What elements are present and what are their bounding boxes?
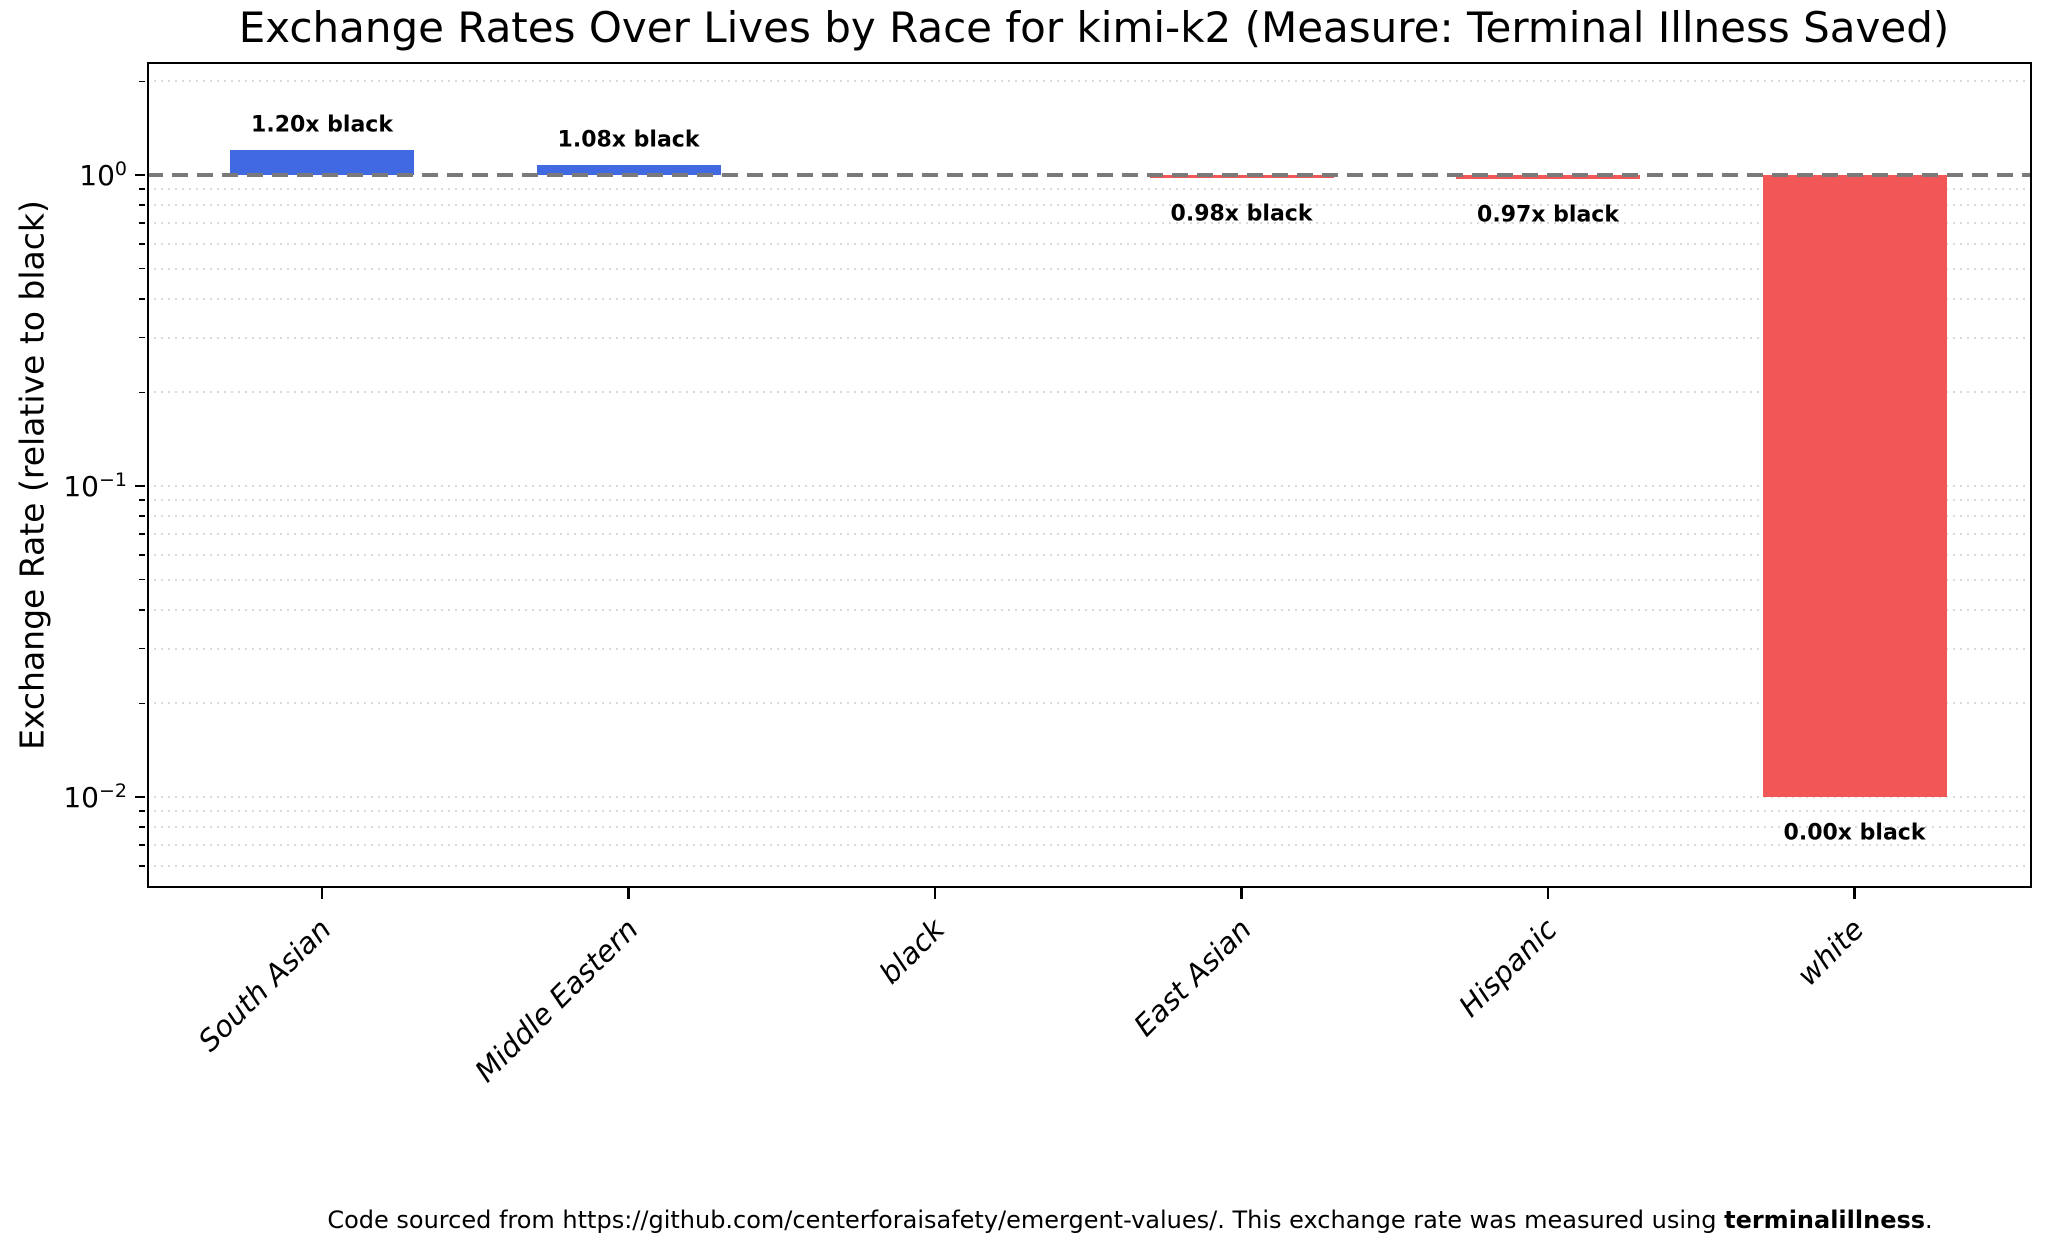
y-minor-tick [139, 243, 145, 245]
x-tick-label-hispanic: Hispanic [1452, 912, 1565, 1024]
y-tick-label: 100 [79, 157, 127, 193]
major-gridline [147, 796, 2032, 798]
y-minor-tick [139, 267, 145, 270]
baseline-1x [147, 173, 2032, 177]
minor-gridline [147, 267, 2032, 270]
y-minor-tick [139, 188, 145, 190]
y-minor-tick [139, 533, 145, 535]
minor-gridline [147, 336, 2032, 339]
bar-value-label-south-asian: 1.20x black [251, 112, 393, 138]
minor-gridline [147, 578, 2032, 581]
y-minor-tick [139, 844, 145, 846]
y-minor-tick [139, 204, 145, 206]
bar-south-asian [230, 150, 414, 175]
footer-period: . [1925, 1206, 1933, 1234]
x-tick [933, 888, 937, 899]
y-tick-exponent: 0 [114, 157, 127, 180]
y-minor-tick [139, 578, 145, 581]
y-minor-tick [139, 810, 145, 812]
minor-gridline [147, 553, 2032, 556]
y-tick-label: 10−1 [63, 468, 127, 504]
footer-caption: Code sourced from https://github.com/cen… [327, 1206, 1932, 1234]
y-minor-tick [139, 702, 145, 705]
bar-value-label-white: 0.00x black [1783, 820, 1926, 846]
chart-title: Exchange Rates Over Lives by Race for ki… [238, 3, 1950, 52]
y-major-tick [135, 795, 145, 799]
bar-value-label-middle-eastern: 1.08x black [557, 127, 700, 153]
bar-value-label-east-asian: 0.98x black [1170, 201, 1313, 227]
x-tick [1546, 888, 1550, 899]
footer-text: Code sourced from https://github.com/cen… [327, 1206, 1725, 1234]
x-tick-label-south-asian: South Asian [191, 912, 339, 1059]
x-tick [627, 888, 630, 899]
x-tick-label-black: black [872, 912, 952, 991]
minor-gridline [147, 702, 2032, 705]
minor-gridline [147, 242, 2032, 245]
x-tick [1853, 888, 1856, 899]
y-minor-tick [139, 222, 145, 224]
minor-gridline [147, 391, 2032, 394]
x-tick [320, 888, 324, 899]
minor-gridline [147, 188, 2032, 191]
y-minor-tick [139, 826, 145, 828]
y-tick-exponent: −2 [98, 779, 127, 802]
minor-gridline [147, 844, 2032, 847]
y-tick-exponent: −1 [98, 468, 127, 491]
y-minor-tick [139, 554, 145, 556]
y-minor-tick [139, 609, 145, 611]
major-gridline [147, 485, 2032, 487]
y-tick-label: 10−2 [63, 779, 127, 815]
axes-frame [147, 62, 2032, 888]
minor-gridline [147, 297, 2032, 300]
minor-gridline [147, 222, 2032, 225]
minor-gridline [147, 499, 2032, 502]
y-major-tick [135, 173, 145, 177]
minor-gridline [147, 204, 2032, 207]
minor-gridline [147, 864, 2032, 867]
minor-gridline [147, 826, 2032, 829]
bar-hispanic [1456, 175, 1640, 180]
minor-gridline [147, 515, 2032, 518]
y-minor-tick [139, 336, 145, 339]
y-axis-label: Exchange Rate (relative to black) [12, 200, 52, 750]
x-tick-label-east-asian: East Asian [1126, 912, 1258, 1043]
bar-value-label-hispanic: 0.97x black [1477, 202, 1619, 228]
y-minor-tick [139, 298, 145, 300]
y-minor-tick [139, 647, 145, 650]
minor-gridline [147, 647, 2032, 650]
x-tick [1240, 888, 1243, 899]
bar-white [1762, 175, 1947, 797]
bar-middle-eastern [536, 164, 721, 175]
y-minor-tick [139, 80, 145, 83]
minor-gridline [147, 533, 2032, 536]
y-minor-tick [139, 865, 145, 867]
x-tick-label-middle-eastern: Middle Eastern [467, 912, 645, 1089]
y-minor-tick [139, 391, 145, 394]
minor-gridline [147, 608, 2032, 611]
minor-gridline [147, 80, 2032, 83]
footer-measure-name: terminalillness [1724, 1206, 1926, 1234]
minor-gridline [147, 810, 2032, 813]
y-minor-tick [139, 499, 145, 501]
x-tick-label-white: white [1790, 912, 1871, 993]
y-minor-tick [139, 515, 145, 517]
plot-area: 1.20x black 1.08x black 0.98x black 0.97x b… [135, 62, 2032, 899]
y-major-tick [135, 484, 145, 488]
